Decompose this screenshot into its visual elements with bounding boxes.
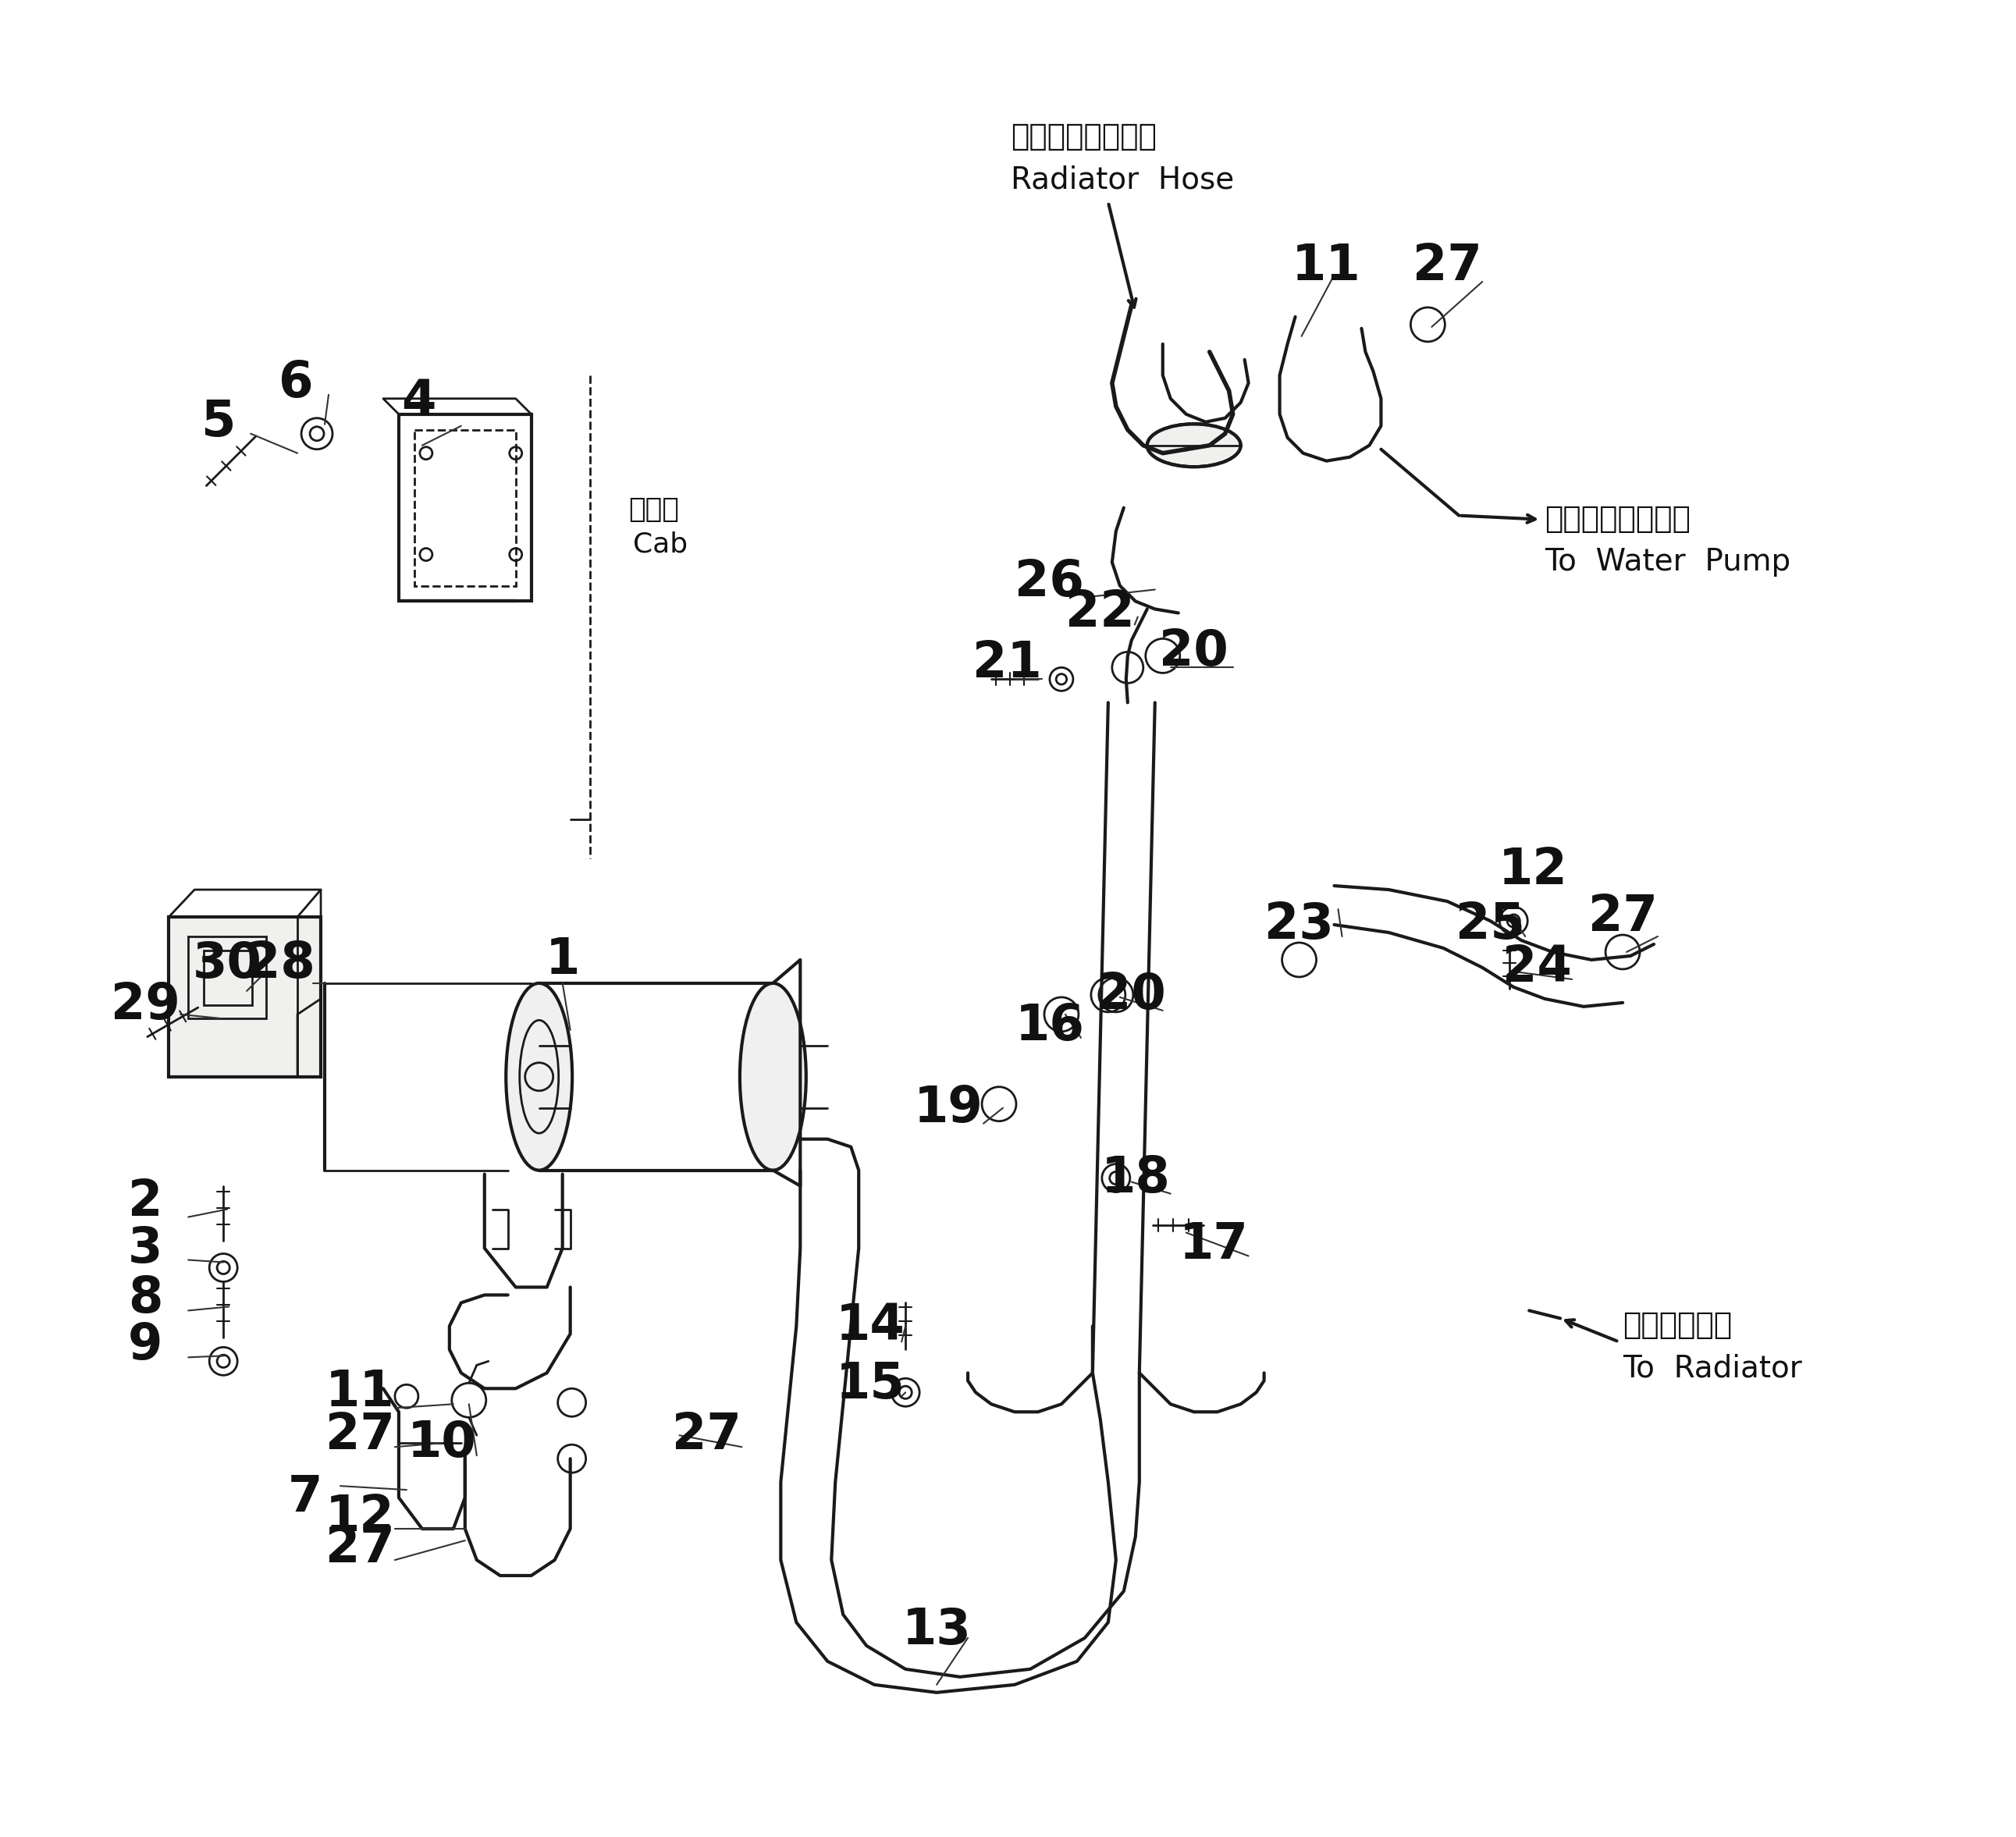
Text: 25: 25 — [1456, 900, 1524, 950]
Text: 10: 10 — [407, 1418, 476, 1468]
Text: 19: 19 — [913, 1084, 984, 1132]
Ellipse shape — [506, 983, 573, 1170]
Text: 22: 22 — [1066, 590, 1135, 637]
Text: 20: 20 — [1097, 970, 1165, 1020]
Text: 1: 1 — [544, 935, 581, 985]
Text: 29: 29 — [111, 981, 179, 1029]
Text: 15: 15 — [837, 1361, 905, 1409]
Text: 14: 14 — [837, 1302, 905, 1350]
Ellipse shape — [740, 983, 806, 1170]
Text: ウォータポンプへ: ウォータポンプへ — [1544, 503, 1691, 533]
Text: 27: 27 — [671, 1411, 742, 1459]
Text: 27: 27 — [325, 1411, 395, 1459]
Ellipse shape — [1147, 424, 1240, 467]
Text: 21: 21 — [972, 639, 1042, 687]
Text: To  Water  Pump: To Water Pump — [1544, 547, 1790, 577]
Bar — [204, 950, 252, 1005]
Text: キャブ: キャブ — [629, 496, 679, 522]
Text: 3: 3 — [129, 1223, 163, 1273]
Text: 17: 17 — [1179, 1220, 1248, 1269]
Text: 28: 28 — [246, 939, 314, 988]
Text: 7: 7 — [288, 1473, 323, 1521]
Text: 8: 8 — [129, 1275, 163, 1323]
Text: 20: 20 — [1159, 628, 1228, 676]
Text: 27: 27 — [1589, 893, 1657, 941]
Bar — [187, 937, 266, 1018]
Text: 6: 6 — [278, 358, 312, 408]
Bar — [399, 413, 532, 601]
Text: 24: 24 — [1502, 944, 1572, 992]
Bar — [415, 430, 516, 586]
Text: 12: 12 — [325, 1493, 395, 1541]
Text: 27: 27 — [325, 1525, 395, 1572]
Text: ラジエータホース: ラジエータホース — [1010, 121, 1157, 152]
Text: 26: 26 — [1014, 558, 1085, 606]
Text: 2: 2 — [129, 1178, 163, 1225]
Text: 18: 18 — [1101, 1154, 1169, 1201]
Text: To  Radiator: To Radiator — [1623, 1354, 1802, 1383]
Text: 12: 12 — [1498, 847, 1568, 895]
Text: 11: 11 — [325, 1369, 395, 1416]
Text: 30: 30 — [194, 939, 262, 988]
Text: 9: 9 — [129, 1321, 163, 1370]
Text: 5: 5 — [200, 399, 236, 446]
Text: Cab: Cab — [633, 531, 687, 558]
Text: 13: 13 — [901, 1606, 972, 1655]
Text: 23: 23 — [1264, 900, 1335, 950]
Text: Radiator  Hose: Radiator Hose — [1010, 165, 1234, 195]
Text: 11: 11 — [1292, 242, 1361, 290]
Text: ラジエータへ: ラジエータへ — [1623, 1310, 1732, 1341]
Text: 16: 16 — [1014, 1001, 1085, 1051]
Bar — [169, 917, 321, 1076]
Text: 4: 4 — [401, 378, 435, 426]
Text: 27: 27 — [1413, 242, 1482, 290]
